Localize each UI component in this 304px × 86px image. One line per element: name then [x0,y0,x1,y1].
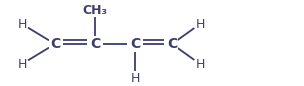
Text: H: H [195,17,205,31]
Text: H: H [195,58,205,71]
Text: C: C [130,37,140,51]
Text: H: H [130,71,140,85]
Text: C: C [167,37,177,51]
Text: CH₃: CH₃ [82,4,108,17]
Text: H: H [17,58,27,71]
Text: C: C [90,37,100,51]
Text: H: H [17,17,27,31]
Text: C: C [50,37,60,51]
